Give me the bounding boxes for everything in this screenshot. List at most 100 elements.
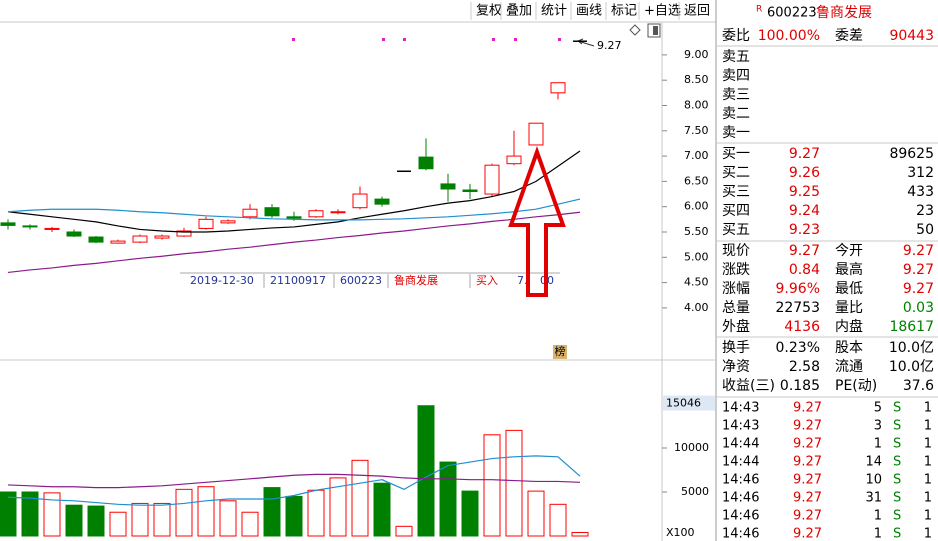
trades-cell: S (893, 509, 901, 524)
candle-body (418, 156, 434, 170)
candle-body (0, 222, 16, 226)
volume-bar (175, 488, 193, 537)
trades-cell: 1 (924, 437, 932, 452)
rank-badge[interactable]: 榜 (555, 344, 566, 358)
event-marker (492, 38, 495, 41)
fundamentals-cell: 10.0亿 (889, 359, 934, 375)
toolbar-button[interactable]: 叠加 (506, 4, 532, 19)
candle-body (528, 122, 544, 146)
volume-bar (461, 490, 479, 537)
trades-cell: 1 (924, 527, 932, 541)
candle-body (462, 189, 478, 193)
moving-average (7, 150, 581, 233)
trades-cell: 14:44 (722, 437, 759, 452)
toolbar-button[interactable]: 统计 (541, 4, 567, 19)
bids-cell: 买四 (722, 203, 750, 219)
bids-cell: 买三 (722, 184, 750, 200)
trades-cell: 1 (924, 419, 932, 434)
stats-cell: 涨跌 (722, 262, 750, 278)
bids-cell: 9.24 (789, 203, 820, 219)
stats-cell: 最高 (835, 261, 863, 278)
trades-cell: 1 (924, 401, 932, 416)
trades-cell: 1 (874, 437, 882, 452)
price-tick-label: 4.00 (684, 301, 709, 314)
volume-tick-label: 10000 (674, 441, 709, 454)
price-tick-label: 7.00 (684, 149, 709, 162)
volume-top-box (663, 395, 715, 411)
volume-top-label: 15046 (666, 397, 701, 410)
stats-cell: 9.27 (789, 243, 820, 259)
fundamentals-cell: 换手 (722, 339, 750, 356)
trade-marker-field: 2019-12-30 (190, 274, 254, 287)
trades-cell: 14:43 (722, 419, 759, 434)
trades-cell: 1 (924, 491, 932, 506)
stats-cell: 0.84 (789, 262, 820, 278)
trades-cell: 31 (865, 491, 882, 506)
window-icon[interactable] (647, 23, 661, 38)
stock-code: 600223 (767, 6, 817, 21)
trades-cell: S (893, 419, 901, 434)
toolbar: 复权 叠加 统计 画线 标记 +自选 返回 (470, 2, 710, 20)
candle-body (286, 216, 302, 219)
candle-body (374, 198, 390, 205)
trades-cell: 1 (874, 527, 882, 541)
volume-tick-label: 5000 (681, 485, 709, 498)
candle-body (242, 208, 258, 218)
volume-bar (109, 511, 127, 537)
stats-cell: 总量 (722, 300, 750, 316)
toolbar-button[interactable]: 返回 (684, 4, 710, 19)
candle-body (44, 227, 60, 230)
candle-body (330, 211, 346, 214)
bids-cell: 9.23 (789, 222, 820, 238)
trades-cell: S (893, 473, 901, 488)
price-tick-label: 7.50 (684, 124, 709, 137)
toolbar-button[interactable]: +自选 (644, 4, 681, 19)
trades-cell: 9.27 (793, 437, 822, 452)
trades-cell: 10 (865, 473, 882, 488)
volume-bar (285, 495, 303, 537)
volume-bar (87, 505, 105, 537)
volume-bar (351, 459, 369, 537)
bids-cell: 89625 (889, 146, 934, 162)
event-marker (403, 38, 406, 41)
toolbar-button[interactable]: 标记 (611, 4, 637, 19)
fundamentals-cell: 0.185 (780, 378, 820, 394)
rank-badge-bg[interactable] (553, 345, 567, 359)
volume-bar (197, 486, 215, 537)
fundamentals-cell: PE(动) (835, 378, 877, 394)
trades-cell: 14:43 (722, 401, 759, 416)
candle-body (198, 218, 214, 229)
bids-cell: 23 (916, 203, 934, 219)
volume-bar (131, 502, 149, 537)
trades-cell: 14:46 (722, 473, 759, 488)
trade-marker-field: 买入 (476, 274, 498, 287)
fundamentals-cell: 37.6 (903, 378, 934, 394)
bids-cell: 50 (916, 222, 934, 238)
volume-bar (549, 503, 567, 537)
candle-body (440, 183, 456, 190)
chart: 4.00 4.50 5.00 5.50 6.00 6.50 7.00 7.50 8.00 8.50… (0, 40, 715, 539)
trades-cell: 9.27 (793, 527, 822, 541)
asks-cell: 卖四 (722, 68, 750, 84)
toolbar-button[interactable]: 画线 (576, 4, 602, 19)
event-marker (292, 38, 295, 41)
stats-cell: 现价 (722, 243, 750, 259)
diamond-icon[interactable] (629, 24, 641, 36)
stats-cell: 涨幅 (722, 281, 750, 297)
candle-body (132, 235, 148, 243)
moving-average (7, 198, 581, 221)
price-tick-label: 5.00 (684, 250, 709, 263)
ratio-cell: 100.00% (758, 28, 820, 44)
trade-marker-field: 600223 (340, 274, 382, 287)
stats-cell: 4136 (784, 319, 820, 335)
price-tick-label: 8.00 (684, 98, 709, 111)
stats-cell: 最低 (835, 281, 863, 297)
price-tick-label: 6.50 (684, 174, 709, 187)
event-marker (514, 38, 517, 41)
toolbar-button[interactable]: 复权 (476, 3, 502, 19)
trade-marker-field: 21100917 (270, 274, 326, 287)
trades-cell: 1 (924, 455, 932, 470)
ratio-cell: 委比 (722, 28, 750, 44)
trades-cell: 14:46 (722, 509, 759, 524)
volume-bar (153, 502, 171, 537)
